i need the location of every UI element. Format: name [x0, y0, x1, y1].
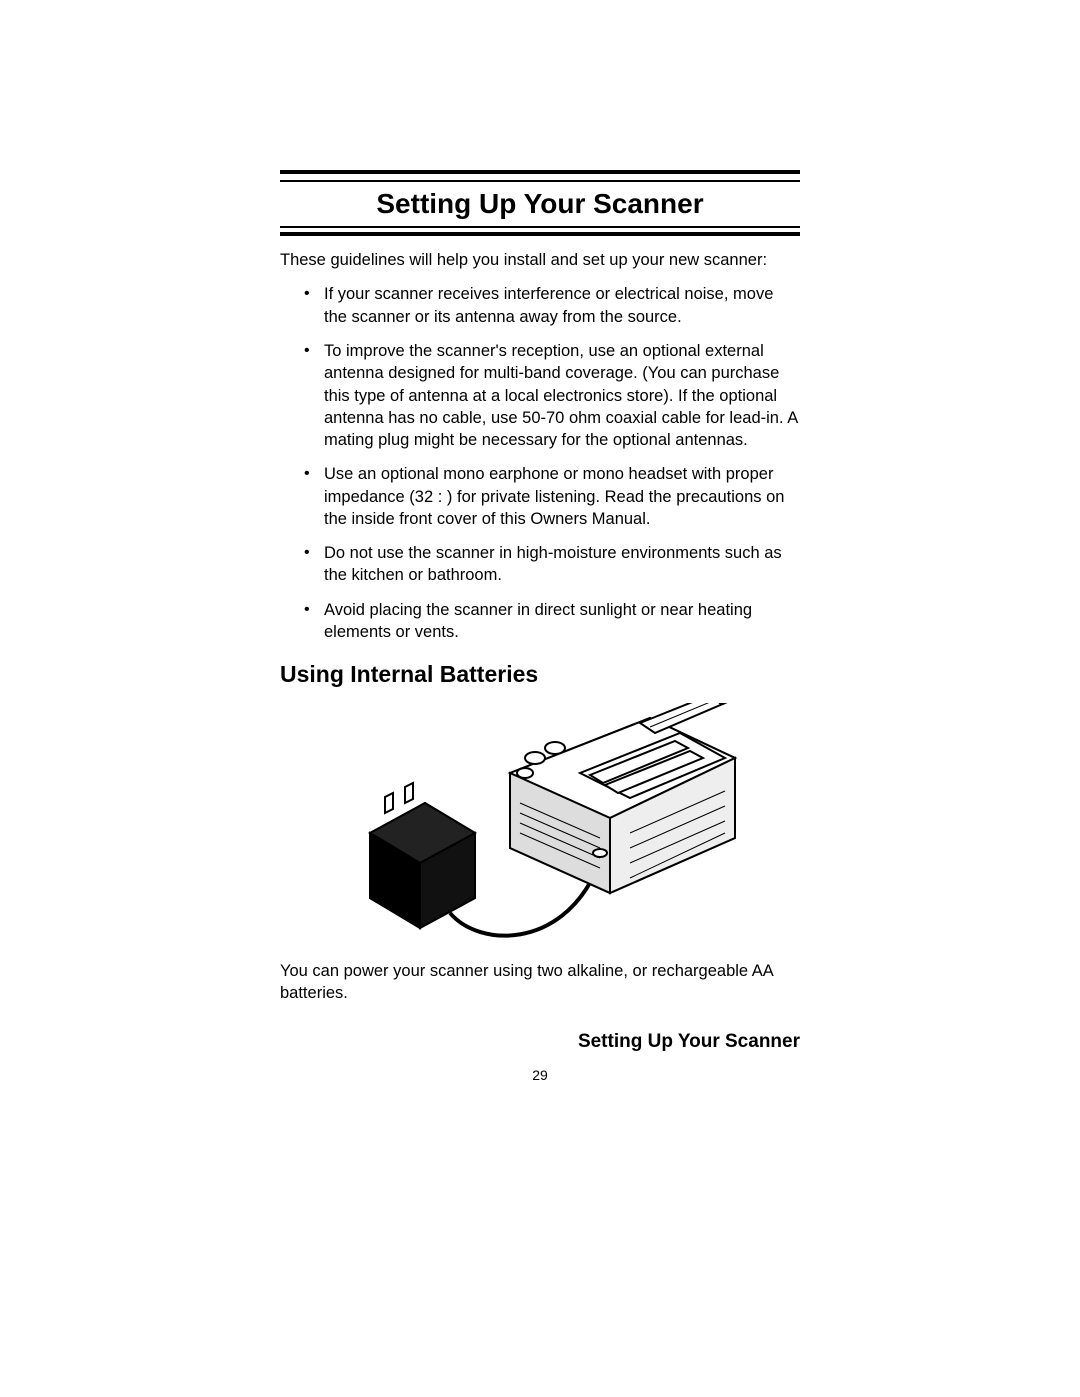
after-figure-text: You can power your scanner using two alk…: [280, 960, 800, 1005]
title-rule-top: [280, 170, 800, 180]
subheading: Using Internal Batteries: [280, 661, 800, 688]
footer-title: Setting Up Your Scanner: [280, 1031, 800, 1053]
title-rule-thick: [280, 180, 800, 182]
page-number: 29: [280, 1067, 800, 1083]
page-title: Setting Up Your Scanner: [280, 188, 800, 220]
intro-text: These guidelines will help you install a…: [280, 250, 800, 271]
battery-figure: [280, 698, 800, 958]
scanner-illustration-icon: [330, 703, 750, 953]
list-item: Avoid placing the scanner in direct sunl…: [290, 599, 800, 644]
guidelines-list: If your scanner receives interference or…: [280, 283, 800, 643]
list-item: Do not use the scanner in high-moisture …: [290, 542, 800, 587]
list-item: To improve the scanner's reception, use …: [290, 340, 800, 451]
list-item: If your scanner receives interference or…: [290, 283, 800, 328]
manual-page: Setting Up Your Scanner These guidelines…: [0, 0, 1080, 1397]
list-item: Use an optional mono earphone or mono he…: [290, 463, 800, 530]
title-rule-bottom2: [280, 232, 800, 236]
